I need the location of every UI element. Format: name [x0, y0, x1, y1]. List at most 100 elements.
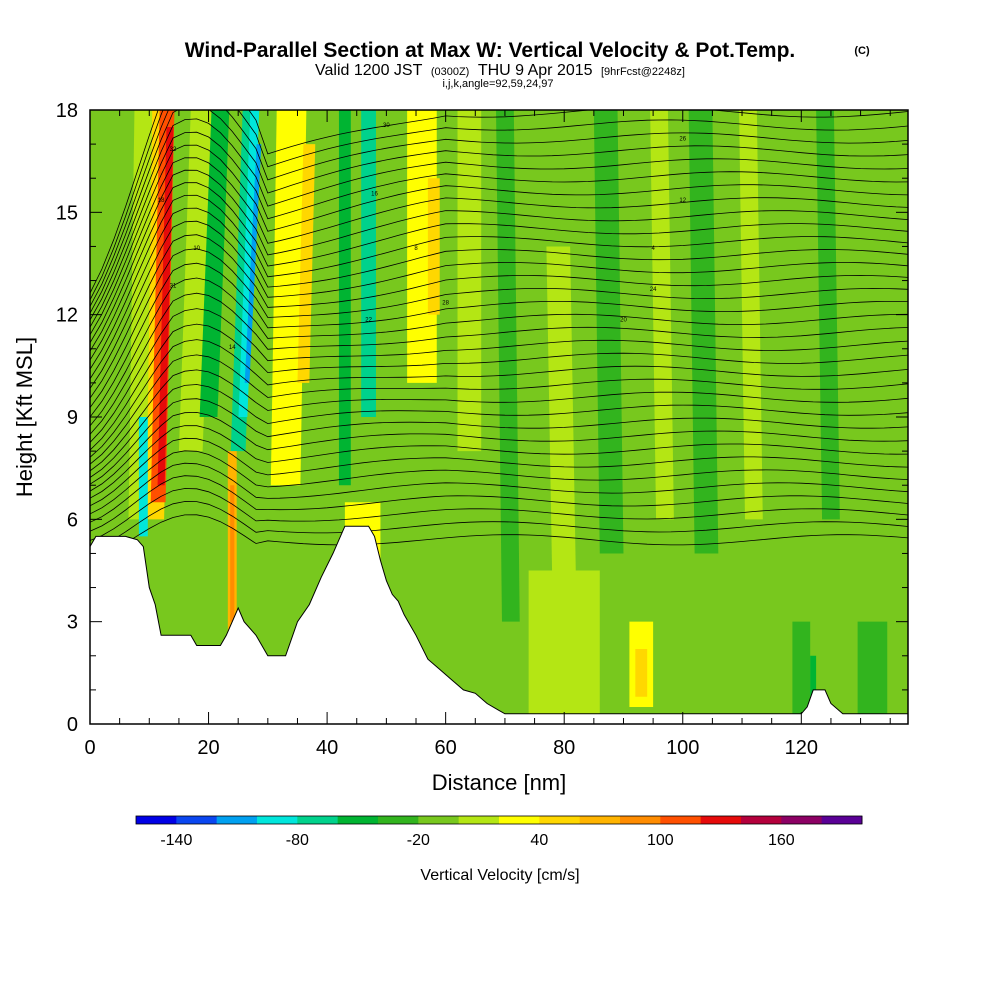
y-tick-label: 9 — [67, 407, 78, 429]
velocity-band — [138, 417, 148, 537]
colorbar-swatch — [579, 816, 621, 824]
contour-label: 18 — [158, 198, 165, 204]
velocity-band — [238, 110, 260, 417]
velocity-band — [457, 110, 482, 452]
velocity-band — [230, 485, 235, 622]
axis-ticks: 0 20 40 60 80 100 120 0 3 6 9 12 15 18 — [56, 100, 908, 759]
velocity-band — [546, 246, 577, 588]
theta-contour — [90, 425, 908, 499]
theta-contour — [90, 248, 908, 408]
colorbar-tick-label: -140 — [160, 832, 192, 849]
y-tick-label: 18 — [56, 100, 78, 122]
theta-contour — [90, 501, 908, 551]
velocity-band — [427, 178, 440, 315]
colorbar-tick-label: -20 — [407, 832, 430, 849]
theta-contour — [90, 194, 908, 370]
velocity-band — [792, 621, 811, 714]
x-tick-label: 80 — [553, 737, 575, 759]
colorbar: -140 -80 -20 40 100 160 — [135, 815, 863, 849]
theta-contour — [90, 262, 908, 418]
contour-label: 32 — [170, 147, 177, 153]
colorbar-swatch — [337, 816, 379, 824]
velocity-band — [338, 110, 351, 486]
colorbar-tick-label: -80 — [286, 832, 309, 849]
chart-title: Wind-Parallel Section at Max W: Vertical… — [185, 39, 796, 62]
contour-label: 24 — [650, 287, 657, 293]
colorbar-swatch — [418, 816, 460, 824]
theta-contour — [90, 339, 908, 458]
colorbar-swatch — [378, 816, 419, 824]
x-axis-label: Distance [nm] — [432, 770, 567, 795]
colorbar-swatch — [499, 816, 540, 824]
colorbar-swatch — [216, 816, 258, 824]
chart-subtitle: Valid 1200 JST (0300Z) THU 9 Apr 2015 [9… — [315, 62, 685, 79]
velocity-band — [297, 144, 316, 383]
theta-contour — [90, 384, 908, 478]
colorbar-swatch — [660, 816, 702, 824]
theta-contour — [90, 514, 908, 561]
colorbar-tick-label: 100 — [647, 832, 674, 849]
subtitle-valid: Valid 1200 JST — [315, 62, 423, 79]
potential-temperature-contours: 32 30 26 18 16 12 10 8 4 31 28 24 22 20 14 — [90, 110, 908, 561]
contour-label: 10 — [193, 246, 200, 252]
theta-contour — [90, 323, 908, 451]
y-tick-label: 6 — [67, 509, 78, 531]
colorbar-label: Vertical Velocity [cm/s] — [420, 867, 579, 884]
x-tick-label: 100 — [666, 737, 699, 759]
theta-contour — [90, 220, 908, 389]
y-axis-label: Height [Kft MSL] — [12, 337, 37, 497]
theta-contour — [90, 308, 908, 443]
colorbar-frame — [135, 815, 863, 825]
colorbar-swatch — [136, 816, 177, 824]
colorbar-swatch — [458, 816, 500, 824]
colorbar-swatch — [821, 816, 863, 824]
subtitle-indices: i,j,k,angle=92,59,24,97 — [442, 78, 553, 90]
theta-contour — [90, 354, 908, 465]
velocity-band — [739, 110, 763, 520]
y-tick-label: 15 — [56, 202, 78, 224]
velocity-band — [688, 110, 719, 554]
theta-contour — [90, 182, 908, 361]
colorbar-swatch — [539, 816, 581, 824]
terrain-mask — [89, 525, 909, 725]
colorbar-swatch — [620, 816, 661, 824]
theta-contour — [90, 488, 908, 541]
velocity-band — [857, 621, 888, 714]
contour-label: 28 — [442, 300, 449, 306]
contour-label: 20 — [620, 317, 627, 323]
velocity-band — [528, 570, 600, 714]
velocity-band — [650, 110, 674, 520]
subtitle-fcst: [9hrFcst@2248z] — [601, 66, 685, 78]
theta-contour — [90, 144, 908, 335]
contour-label: 8 — [414, 246, 418, 252]
colorbar-swatch — [297, 816, 339, 824]
colorbar-swatch — [741, 816, 782, 824]
x-tick-label: 120 — [785, 737, 818, 759]
colorbar-swatch — [781, 816, 823, 824]
theta-contour — [90, 462, 908, 523]
contour-label: 12 — [679, 198, 686, 204]
theta-contour — [90, 411, 908, 492]
colorbar-swatch — [257, 816, 298, 824]
colorbar-swatch — [176, 816, 218, 824]
theta-contour — [90, 131, 908, 328]
velocity-band — [244, 144, 262, 383]
theta-contour — [90, 207, 908, 380]
colorbar-swatch — [700, 816, 742, 824]
theta-contour — [90, 118, 908, 321]
theta-contour — [90, 398, 908, 485]
contour-label: 14 — [229, 345, 236, 351]
x-tick-label: 20 — [197, 737, 219, 759]
colorbar-tick-label: 160 — [768, 832, 795, 849]
title-copyright-mark: (C) — [854, 45, 870, 57]
y-tick-label: 3 — [67, 612, 78, 634]
theta-contour — [90, 234, 908, 399]
contour-label: 31 — [170, 283, 177, 289]
x-tick-label: 60 — [435, 737, 457, 759]
contour-label: 22 — [365, 317, 372, 323]
velocity-band — [270, 110, 307, 486]
subtitle-date: THU 9 Apr 2015 — [478, 62, 593, 79]
contour-label: 16 — [371, 191, 378, 197]
velocity-band — [361, 110, 377, 417]
